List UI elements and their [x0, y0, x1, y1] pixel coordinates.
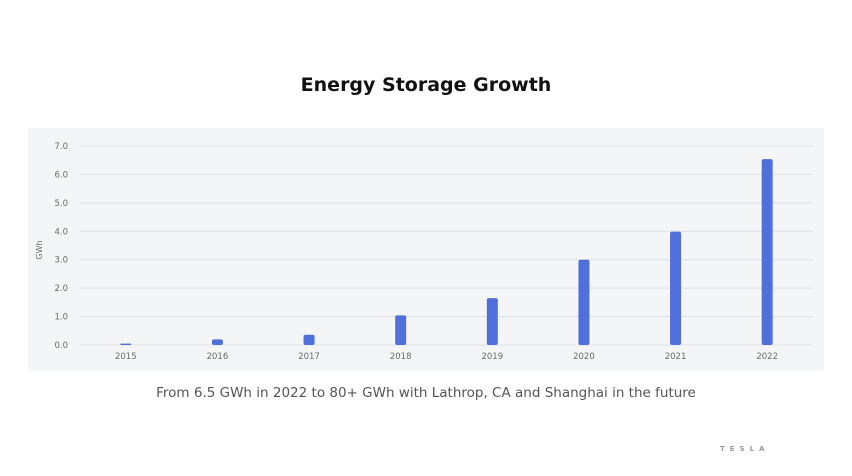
bar-2020	[578, 259, 590, 345]
x-tick-label: 2019	[481, 352, 503, 362]
chart-panel: 0.0 1.0 2.0 3.0 4.0 5.0 6.0 7.0 2015 2016 2017 201…	[28, 128, 824, 371]
x-axis-ticks: 2015 2016 2017 2018 2019 2020 2021 2022	[115, 352, 778, 362]
x-tick-label: 2015	[115, 352, 137, 362]
y-tick-label: 4.0	[54, 227, 68, 237]
bar-chart: 0.01.02.03.04.05.06.07.0 2015 2016 2017 201…	[35, 142, 813, 362]
bar-2015	[120, 343, 132, 345]
y-tick-label: 5.0	[54, 199, 68, 209]
y-axis-ticks: 0.0 1.0 2.0 3.0 4.0 5.0 6.0 7.0	[54, 142, 68, 351]
x-tick-label: 2016	[207, 352, 229, 362]
y-tick-label: 6.0	[54, 170, 68, 180]
y-axis-label: GWh	[35, 240, 44, 259]
bars	[120, 159, 773, 345]
x-tick-label: 2018	[390, 352, 412, 362]
bar-2016	[211, 339, 223, 345]
y-tick-label: 0.0	[54, 341, 68, 351]
chart-title: Energy Storage Growth	[300, 74, 552, 96]
gridlines	[80, 145, 813, 346]
bar-2018	[395, 315, 407, 345]
x-tick-label: 2021	[665, 352, 687, 362]
x-tick-label: 2022	[756, 352, 778, 362]
bar-2017	[303, 334, 315, 345]
bar-2021	[670, 231, 682, 345]
x-tick-label: 2017	[298, 352, 320, 362]
chart-caption: From 6.5 GWh in 2022 to 80+ GWh with Lat…	[156, 385, 696, 401]
bar-2019	[486, 298, 498, 345]
tesla-logo: TESLA	[720, 445, 770, 453]
y-tick-label: 2.0	[54, 284, 68, 294]
x-tick-label: 2020	[573, 352, 595, 362]
bar-2022	[761, 159, 773, 345]
y-tick-label: 7.0	[54, 142, 68, 152]
y-tick-label: 3.0	[54, 256, 68, 266]
y-tick-label: 1.0	[54, 313, 68, 323]
